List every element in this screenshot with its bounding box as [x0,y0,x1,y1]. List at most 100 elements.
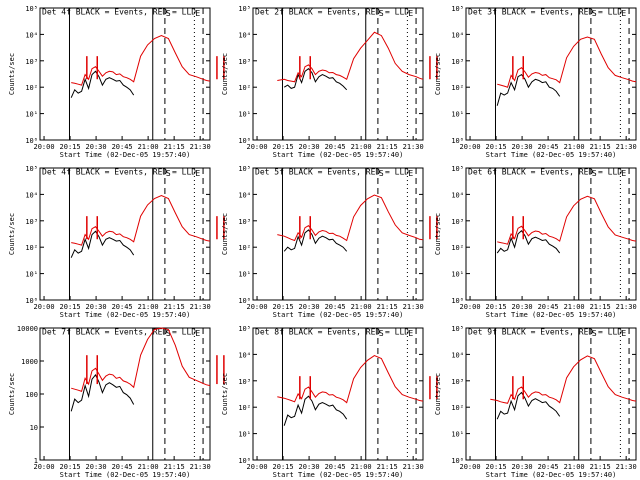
x-tick-label: 21:30 [190,143,211,151]
x-tick-label: 20:15 [486,143,507,151]
x-tick-label: 20:15 [486,463,507,471]
y-tick-label: 10² [238,404,251,412]
chart-title: Det 8f BLACK = Events, RED = LLD [255,328,409,337]
y-tick-label: 10⁴ [238,191,251,199]
y-tick-label: 10⁵ [25,165,38,173]
x-tick-label: 20:15 [60,463,81,471]
x-tick-label: 21:30 [403,303,424,311]
plot-frame [465,7,637,141]
y-tick-label: 10⁴ [25,191,38,199]
y-tick-label: 10³ [451,378,464,386]
y-tick-label: 10¹ [238,111,251,119]
y-axis-label: Counts/sec [434,53,442,95]
x-tick-label: 20:45 [538,463,559,471]
x-tick-label: 20:45 [112,143,133,151]
x-tick-label: 20:00 [460,303,481,311]
x-tick-label: 20:15 [273,463,294,471]
y-tick-label: 10 [30,424,38,432]
y-tick-label: 1000 [21,358,38,366]
y-tick-label: 100 [25,391,38,399]
series-black [496,229,561,254]
x-tick-label: 20:15 [60,303,81,311]
marker-s: S [166,329,171,338]
y-tick-label: 10³ [451,58,464,66]
marker-s: S [379,169,384,178]
y-axis-label: Counts/sec [434,213,442,255]
y-tick-label: 10⁰ [451,297,464,305]
plot-frame [465,167,637,301]
x-tick-label: 20:45 [538,303,559,311]
x-tick-label: 21:15 [164,303,185,311]
x-tick-label: 21:00 [564,463,585,471]
y-tick-label: 10³ [238,218,251,226]
plot-frame [465,327,637,461]
y-tick-label: 10² [238,244,251,252]
y-tick-label: 10⁵ [451,165,464,173]
marker-s: S [592,169,597,178]
chart-panel-det-3: Det 3f BLACK = Events, RED = LLD 10⁰ 10¹ 10… [434,5,637,159]
x-axis-label: Start Time (02-Dec-05 19:57:40) [60,311,191,319]
x-tick-label: 20:00 [247,303,268,311]
series-red [277,194,424,242]
x-tick-label: 21:15 [590,463,611,471]
x-axis-label: Start Time (02-Dec-05 19:57:40) [486,151,617,159]
x-axis-label: Start Time (02-Dec-05 19:57:40) [273,471,404,479]
marker-e: E [408,329,413,338]
y-axis-label: Counts/sec [434,373,442,415]
y-tick-label: 10⁴ [451,191,464,199]
marker-e: E [621,9,626,18]
x-tick-label: 20:00 [247,463,268,471]
y-tick-label: 10³ [25,218,38,226]
chart-panel-det-2: Det 2f BLACK = Events, RED = LLD 10⁰ 10¹ 10… [221,5,438,159]
y-tick-label: 10² [238,84,251,92]
y-axis-label: Counts/sec [8,53,16,95]
x-axis-label: Start Time (02-Dec-05 19:57:40) [273,311,404,319]
y-tick-label: 10⁰ [451,457,464,465]
x-axis-label: Start Time (02-Dec-05 19:57:40) [60,151,191,159]
y-tick-label: 10¹ [25,111,38,119]
y-tick-label: 10⁴ [238,31,251,39]
plot-frame [39,7,211,141]
x-tick-label: 20:15 [60,143,81,151]
x-tick-label: 21:30 [190,303,211,311]
marker-s: S [379,9,384,18]
x-tick-label: 21:00 [138,303,159,311]
series-black [283,68,348,91]
series-red [277,31,424,83]
series-black [283,395,348,426]
x-tick-label: 20:30 [86,303,107,311]
x-tick-label: 20:15 [273,303,294,311]
y-tick-label: 10² [25,244,38,252]
x-tick-label: 21:00 [564,303,585,311]
chart-panel-det-6: Det 6f BLACK = Events, RED = LLD 10⁰ 10¹ 10… [434,165,637,319]
series-red [71,35,211,86]
x-tick-label: 20:15 [486,303,507,311]
chart-panel-det-7: Det 7f BLACK = Events, RED = LLD 1 10 100 10… [8,325,225,479]
y-tick-label: 10¹ [238,431,251,439]
y-tick-label: 10¹ [451,431,464,439]
x-tick-label: 20:00 [34,303,55,311]
x-tick-label: 20:45 [325,463,346,471]
y-tick-label: 10³ [451,218,464,226]
series-black [70,373,135,412]
y-axis-label: Counts/sec [8,373,16,415]
x-tick-label: 21:30 [403,463,424,471]
x-tick-label: 20:30 [512,143,533,151]
x-tick-label: 20:30 [299,463,320,471]
marker-e: E [408,9,413,18]
series-red [497,36,637,88]
series-red [490,355,637,404]
x-axis-label: Start Time (02-Dec-05 19:57:40) [273,151,404,159]
marker-s: S [166,169,171,178]
plot-frame [252,327,424,461]
y-tick-label: 1 [34,457,38,465]
y-tick-label: 10⁰ [238,457,251,465]
x-tick-label: 21:15 [377,463,398,471]
y-tick-label: 10⁵ [25,5,38,13]
chart-title: Det 5f BLACK = Events, RED = LLD [255,168,409,177]
y-tick-label: 10² [25,84,38,92]
plot-frame [252,7,424,141]
y-tick-label: 10¹ [451,111,464,119]
marker-s: S [592,329,597,338]
series-black [283,229,348,252]
